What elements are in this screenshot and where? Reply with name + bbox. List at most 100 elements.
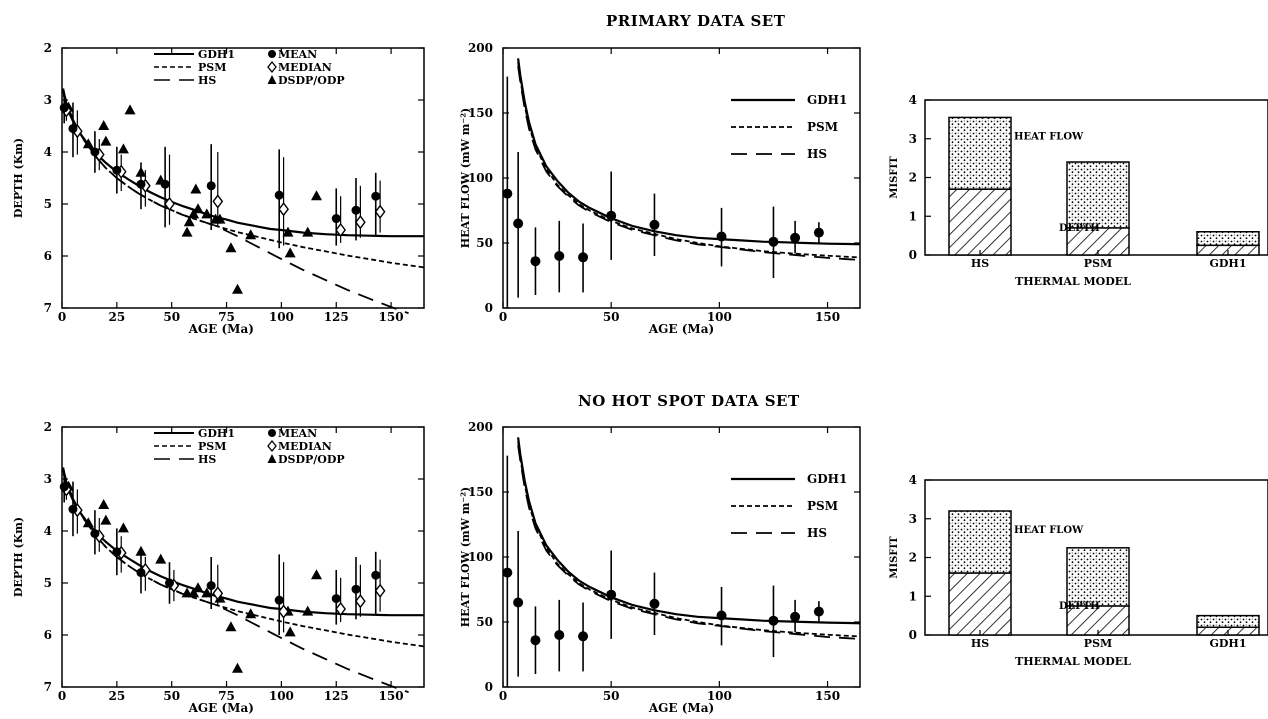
primary-depth-ytick-label: 5: [44, 197, 52, 211]
nohotspot-misfit-label-depth: DEPTH: [1059, 601, 1100, 612]
primary-depth-legend-label-dsdp: DSDP/ODP: [278, 74, 345, 87]
primary-depth-xtick-label: 0: [58, 310, 66, 324]
nohotspot-depth-curve-hs: [62, 467, 409, 694]
primary-heat-flow-data-dot: [530, 256, 541, 267]
nohotspot-heat-flow-data-dot: [768, 615, 779, 626]
nohotspot-misfit-xtick-label: PSM: [1084, 637, 1112, 650]
primary-misfit-ylabel: MISFIT: [889, 156, 900, 199]
primary-depth-dsdp-triangle: [284, 247, 296, 258]
primary-heat-flow-ylabel: HEAT FLOW (mW m⁻²): [459, 108, 472, 249]
nohotspot-depth-dsdp-triangle: [98, 499, 110, 509]
primary-misfit-bar-heat-flow-hs: [948, 116, 1012, 190]
primary-heat-flow-ytick-label: 100: [468, 171, 493, 185]
nohotspot-depth-xlabel: AGE (Ma): [188, 701, 254, 715]
primary-depth-xtick-label: 125: [324, 310, 349, 324]
primary-depth-dsdp-triangle: [192, 203, 204, 214]
primary-depth-dsdp-triangle: [117, 143, 129, 154]
section-title-no-hot-spot: NO HOT SPOT DATA SET: [578, 392, 800, 410]
primary-depth-dsdp-triangle: [225, 242, 237, 253]
primary-depth-dsdp-triangle: [82, 138, 94, 149]
nohotspot-heat-flow-xlabel: AGE (Ma): [648, 701, 714, 715]
nohotspot-depth-dsdp-triangle: [155, 553, 167, 564]
primary-misfit-xlabel: THERMAL MODEL: [1015, 275, 1131, 288]
primary-misfit-bar-heat-flow-psm: [1066, 161, 1130, 229]
primary-depth-ytick-label: 4: [44, 145, 52, 159]
primary-depth-mean-dot: [68, 124, 78, 134]
nohotspot-misfit-chart: MISFIT: [889, 479, 1268, 636]
nohotspot-depth-dsdp-triangle: [225, 621, 237, 632]
primary-depth-median-diamond: [212, 194, 224, 209]
nohotspot-depth-dsdp-triangle: [232, 662, 244, 673]
nohotspot-misfit-xtick-label: GDH1: [1210, 637, 1247, 650]
primary-depth-ytick-label: 7: [44, 301, 52, 315]
nohotspot-misfit-ytick-label: 3: [909, 512, 917, 526]
primary-depth-legend-median-symbol: [267, 60, 277, 74]
nohotspot-depth-mean-dot: [351, 584, 361, 594]
primary-heat-flow-data-dot: [768, 236, 779, 247]
nohotspot-misfit-bar-heat-flow-hs: [948, 510, 1012, 574]
nohotspot-heat-flow-ytick-label: 0: [485, 680, 493, 694]
nohotspot-depth-mean-dot: [59, 482, 69, 492]
nohotspot-heat-flow-data-dot: [554, 630, 565, 640]
primary-heat-flow-data-dot: [649, 219, 660, 230]
primary-depth-dsdp-triangle: [190, 183, 202, 194]
nohotspot-misfit-ylabel: MISFIT: [889, 536, 900, 579]
primary-depth-curve-hs: [62, 88, 409, 315]
primary-heat-flow-data-dot: [502, 188, 513, 199]
nohotspot-depth-dsdp-triangle: [188, 587, 200, 598]
nohotspot-depth-median-diamond: [278, 604, 289, 619]
primary-depth-legend-label-psm: PSM: [198, 61, 226, 74]
primary-depth-mean-dot: [371, 191, 381, 201]
nohotspot-heat-flow-data-dot: [716, 610, 727, 621]
nohotspot-heat-flow-data-dot: [813, 606, 824, 617]
primary-depth-mean-dot: [112, 165, 122, 175]
nohotspot-depth-legend-label-mean: MEAN: [278, 427, 317, 440]
nohotspot-misfit-label-heat-flow: HEAT FLOW: [1014, 525, 1084, 536]
primary-heat-flow-curve-gdh1: [517, 58, 861, 246]
nohotspot-heat-flow-chart: HEAT FLOW (mW m⁻²): [459, 426, 861, 688]
nohotspot-depth-xtick-label: 25: [108, 689, 125, 703]
nohotspot-misfit-ytick-label: 2: [909, 551, 917, 565]
primary-heat-flow-ytick-label: 0: [485, 301, 493, 315]
primary-depth-xlabel: AGE (Ma): [188, 322, 254, 336]
primary-misfit-ytick-label: 2: [909, 171, 917, 185]
nohotspot-depth-mean-dot: [165, 578, 175, 588]
primary-misfit-xtick-label: GDH1: [1210, 257, 1247, 270]
nohotspot-heat-flow-ytick-label: 100: [468, 550, 493, 564]
primary-depth-xtick-label: 75: [218, 310, 235, 324]
primary-depth-legend-dsdp-symbol: [267, 75, 277, 84]
primary-heat-flow-ytick-label: 50: [476, 236, 493, 250]
primary-heat-flow-legend-label-gdh1: GDH1: [807, 93, 847, 107]
nohotspot-depth-xtick-label: 150: [379, 689, 404, 703]
nohotspot-misfit-ytick-label: 4: [909, 473, 917, 487]
nohotspot-misfit-bar-heat-flow-gdh1: [1196, 614, 1260, 628]
nohotspot-depth-dsdp-triangle: [82, 517, 94, 528]
nohotspot-heat-flow-data-dot: [530, 635, 541, 646]
primary-heat-flow-chart: HEAT FLOW (mW m⁻²): [459, 47, 861, 309]
primary-misfit-ytick-label: 4: [909, 93, 917, 107]
primary-depth-mean-dot: [59, 103, 69, 113]
primary-depth-mean-dot: [274, 190, 284, 200]
nohotspot-heat-flow-xtick-label: 50: [603, 689, 620, 703]
primary-heat-flow-xtick-label: 100: [707, 310, 732, 324]
primary-heat-flow-legend-label-hs: HS: [807, 147, 827, 161]
nohotspot-misfit-bar-depth-psm: [1066, 605, 1130, 636]
primary-depth-dsdp-triangle: [188, 208, 200, 219]
nohotspot-heat-flow-ytick-label: 200: [468, 420, 493, 434]
nohotspot-heat-flow-data-dot: [606, 589, 617, 600]
nohotspot-depth-mean-dot: [371, 570, 381, 580]
primary-depth-xtick-label: 150: [379, 310, 404, 324]
primary-depth-mean-dot: [331, 214, 341, 224]
nohotspot-depth-legend-median-symbol: [267, 439, 277, 453]
nohotspot-depth-xtick-label: 0: [58, 689, 66, 703]
primary-depth-legend-label-mean: MEAN: [278, 48, 317, 61]
nohotspot-depth-legend-label-hs: HS: [198, 453, 216, 466]
primary-misfit-label-heat-flow: HEAT FLOW: [1014, 131, 1084, 142]
primary-depth-ylabel: DEPTH (Km): [12, 138, 25, 218]
primary-depth-median-diamond: [278, 202, 289, 217]
nohotspot-misfit-ytick-label: 0: [909, 628, 917, 642]
primary-depth-dsdp-triangle: [282, 226, 294, 237]
nohotspot-depth-dsdp-triangle: [192, 582, 204, 593]
primary-depth-mean-dot: [206, 181, 216, 191]
nohotspot-depth-ylabel: DEPTH (Km): [12, 517, 25, 597]
